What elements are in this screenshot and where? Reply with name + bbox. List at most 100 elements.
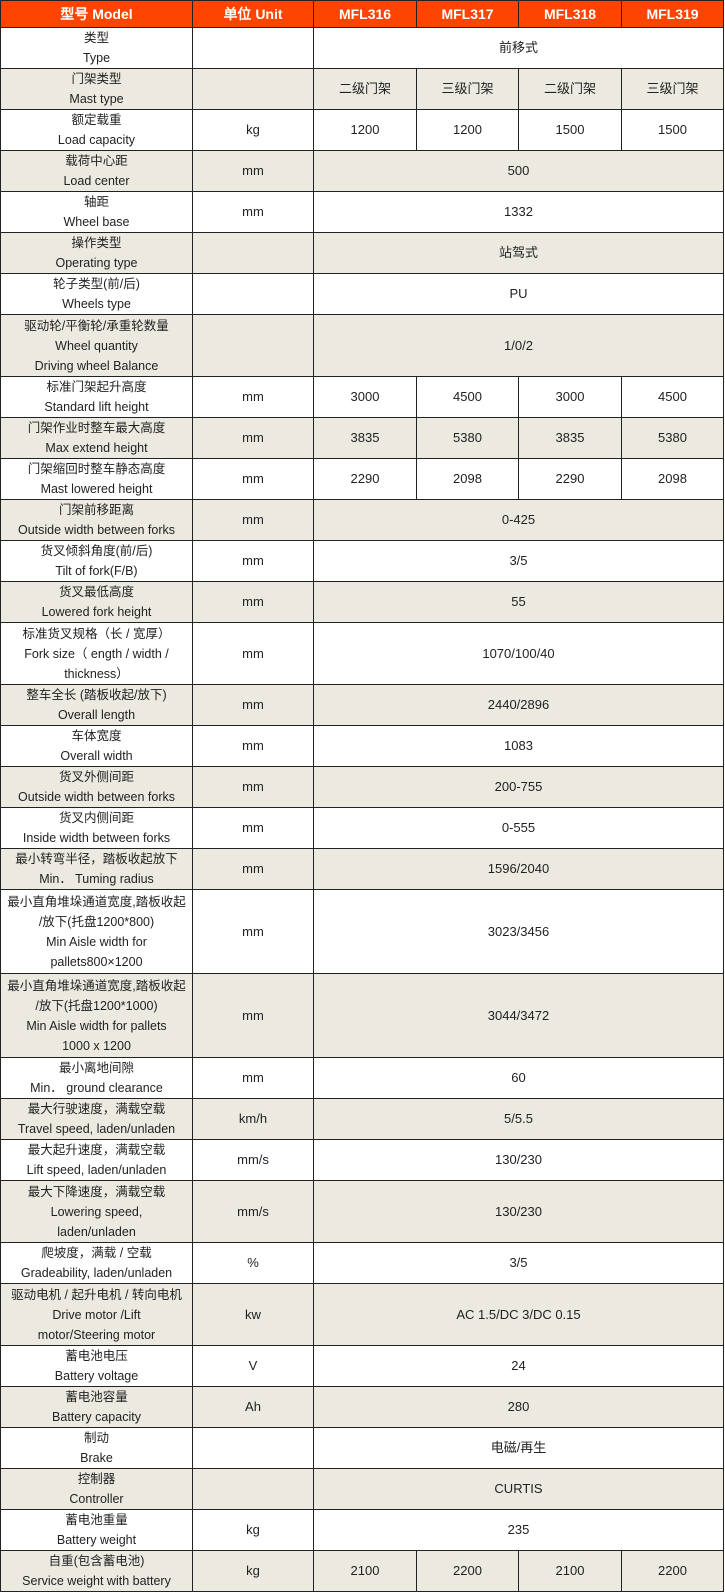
spec-value: 1/0/2	[313, 314, 724, 377]
spec-label-line: Lowered fork height	[41, 605, 152, 619]
spec-label-line: Min Aisle width for pallets	[26, 1018, 167, 1033]
spec-unit: Ah	[192, 1386, 314, 1428]
spec-label: 货叉外侧间距 Outside width between forks	[0, 766, 193, 808]
table-row: 货叉内侧间距 Inside width between forks mm 0-555	[0, 807, 724, 849]
table-row: 门架前移距离 Outside width between forks mm 0-425	[0, 499, 724, 541]
spec-label: 最大下降速度，满载空载 Lowering speed, laden/unladen	[0, 1180, 193, 1243]
spec-label-line: 门架类型	[71, 72, 122, 86]
table-row: 最小直角堆垛通道宽度,踏板收起/放下(托盘1200*1000) Min Aisle…	[0, 973, 724, 1058]
header-unit: 单位 Unit	[192, 0, 314, 28]
spec-label-line: Mast type	[69, 92, 124, 106]
spec-label-line: Min Aisle width for	[46, 934, 147, 949]
spec-value: 二级门架	[518, 68, 622, 110]
spec-label-line: 最小直角堆垛通道宽度,踏板收起	[7, 894, 186, 909]
spec-value: 2100	[313, 1550, 417, 1592]
spec-value: 3835	[313, 417, 417, 459]
spec-unit: km/h	[192, 1098, 314, 1140]
spec-value: 3044/3472	[313, 973, 724, 1058]
spec-label-line: Outside width between forks	[17, 523, 176, 537]
spec-unit: mm	[192, 376, 314, 418]
table-row: 车体宽度 Overall width mm 1083	[0, 725, 724, 767]
spec-value: 3835	[518, 417, 622, 459]
spec-unit: kg	[192, 1550, 314, 1592]
spec-label: 蓄电池电压 Battery voltage	[0, 1345, 193, 1387]
spec-label-line: 爬坡度，满载 / 空载	[41, 1246, 152, 1260]
spec-unit: mm	[192, 191, 314, 233]
table-row: 最小转弯半径，踏板收起放下 Min． Tuming radius mm 1596/20…	[0, 848, 724, 890]
spec-unit	[192, 1468, 314, 1510]
spec-label: 门架缩回时整车静态高度 Mast lowered height	[0, 458, 193, 500]
spec-value: 2200	[416, 1550, 519, 1592]
spec-unit: kg	[192, 1509, 314, 1551]
spec-value: PU	[313, 273, 724, 315]
spec-unit: mm	[192, 499, 314, 541]
spec-label: 最小直角堆垛通道宽度,踏板收起/放下(托盘1200*1000) Min Aisle…	[0, 973, 193, 1058]
spec-unit	[192, 232, 314, 274]
spec-label: 最大行驶速度，满载空载 Travel speed, laden/unladen	[0, 1098, 193, 1140]
spec-label: 驱动电机 / 起升电机 / 转向电机 Drive motor /Lift motor…	[0, 1283, 193, 1346]
spec-label-line: Brake	[80, 1451, 113, 1465]
spec-value: 2200	[621, 1550, 724, 1592]
spec-label-line: 车体宽度	[71, 729, 122, 743]
spec-label-line: 标准货叉规格（长 / 宽厚）	[22, 626, 171, 641]
spec-value: 2440/2896	[313, 684, 724, 726]
spec-unit: mm	[192, 848, 314, 890]
spec-value: 2100	[518, 1550, 622, 1592]
spec-label: 蓄电池重量 Battery weight	[0, 1509, 193, 1551]
spec-label-line: 制动	[83, 1431, 109, 1445]
table-row: 轴距 Wheel base mm 1332	[0, 191, 724, 233]
spec-label-line: Max extend height	[45, 441, 148, 455]
spec-value: CURTIS	[313, 1468, 724, 1510]
spec-label-line: Wheels type	[62, 297, 131, 311]
spec-label: 额定载重 Load capacity	[0, 109, 193, 151]
spec-value: 2290	[518, 458, 622, 500]
spec-unit	[192, 68, 314, 110]
spec-value: 24	[313, 1345, 724, 1387]
spec-value: 前移式	[313, 27, 724, 69]
spec-value: 1200	[416, 109, 519, 151]
header-mfl317: MFL317	[416, 0, 519, 28]
spec-unit: mm	[192, 622, 314, 685]
spec-unit: mm	[192, 150, 314, 192]
spec-label-line: Min． ground clearance	[30, 1081, 163, 1095]
spec-label-line: Standard lift height	[44, 400, 149, 414]
spec-label-line: 整车全长 (踏板收起/放下)	[26, 688, 167, 702]
table-row: 最小离地间隙 Min． ground clearance mm 60	[0, 1057, 724, 1099]
spec-value: 0-555	[313, 807, 724, 849]
table-row: 制动 Brake 电磁/再生	[0, 1427, 724, 1469]
spec-label-line: 货叉外侧间距	[58, 770, 134, 784]
spec-label-line: 门架缩回时整车静态高度	[27, 462, 166, 476]
spec-label-line: Load center	[63, 174, 130, 188]
spec-label-line: Outside width between forks	[17, 790, 176, 804]
spec-value: 4500	[416, 376, 519, 418]
spec-label: 轮子类型(前/后) Wheels type	[0, 273, 193, 315]
spec-label-line: Tilt of fork(F/B)	[55, 564, 138, 578]
spec-unit: mm	[192, 581, 314, 623]
spec-label-line: 类型	[83, 31, 109, 45]
spec-unit: mm	[192, 766, 314, 808]
spec-label-line: Wheel quantity	[55, 338, 138, 353]
spec-label-line: motor/Steering motor	[37, 1327, 156, 1342]
table-row: 最大下降速度，满载空载 Lowering speed, laden/unladen m…	[0, 1180, 724, 1243]
spec-label-line: Inside width between forks	[22, 831, 171, 845]
spec-unit: mm	[192, 973, 314, 1058]
spec-label-line: Battery weight	[56, 1533, 137, 1547]
table-row: 货叉倾斜角度(前/后) Tilt of fork(F/B) mm 3/5	[0, 540, 724, 582]
table-row: 货叉外侧间距 Outside width between forks mm 200-7…	[0, 766, 724, 808]
table-row: 额定载重 Load capacity kg 1200 1200 1500 1500	[0, 109, 724, 151]
table-row: 类型 Type 前移式	[0, 27, 724, 69]
spec-value: AC 1.5/DC 3/DC 0.15	[313, 1283, 724, 1346]
spec-label-line: 货叉内侧间距	[58, 811, 134, 825]
table-row: 门架类型 Mast type 二级门架 三级门架 二级门架 三级门架	[0, 68, 724, 110]
table-row: 爬坡度，满载 / 空载 Gradeability, laden/unladen% 3…	[0, 1242, 724, 1284]
spec-label-line: 自重(包含蓄电池)	[48, 1554, 145, 1568]
spec-label: 制动 Brake	[0, 1427, 193, 1469]
spec-label-line: Controller	[69, 1492, 124, 1506]
spec-label-line: 标准门架起升高度	[46, 380, 147, 394]
table-row: 驱动电机 / 起升电机 / 转向电机 Drive motor /Lift motor…	[0, 1283, 724, 1346]
table-row: 蓄电池电压 Battery voltage V 24	[0, 1345, 724, 1387]
spec-unit: kg	[192, 109, 314, 151]
spec-unit	[192, 27, 314, 69]
header-model: 型号 Model	[0, 0, 193, 28]
